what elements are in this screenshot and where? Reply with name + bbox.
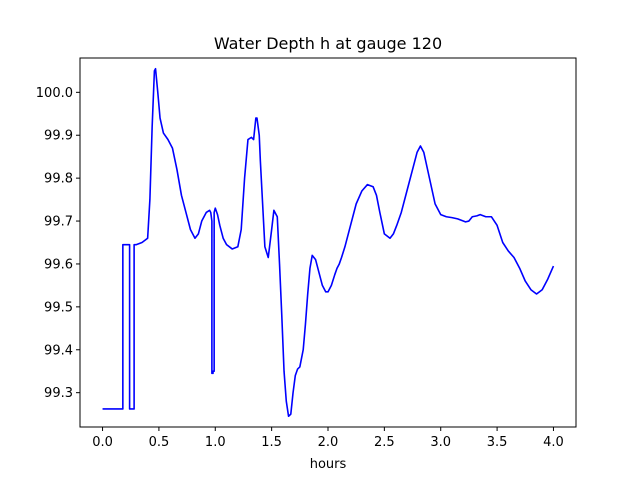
y-tick-label: 99.6 xyxy=(44,257,73,272)
x-tick-label: 1.0 xyxy=(205,435,226,450)
x-axis: 0.0 0.5 1.0 1.5 2.0 2.5 3.0 3.5 4.0 xyxy=(92,427,564,450)
x-tick-label: 3.5 xyxy=(487,435,508,450)
y-tick-label: 99.8 xyxy=(44,172,73,187)
y-tick-label: 99.4 xyxy=(44,343,73,358)
y-tick-label: 99.9 xyxy=(44,129,73,144)
y-tick-label: 99.3 xyxy=(44,386,73,401)
y-tick-label: 99.5 xyxy=(44,300,73,315)
x-tick-label: 2.5 xyxy=(374,435,395,450)
x-tick-label: 3.0 xyxy=(430,435,451,450)
y-tick-label: 99.7 xyxy=(44,215,73,230)
x-tick-label: 0.5 xyxy=(149,435,170,450)
x-tick-label: 2.0 xyxy=(318,435,339,450)
y-tick-label: 100.0 xyxy=(36,86,73,101)
x-tick-label: 0.0 xyxy=(92,435,113,450)
y-axis: 99.3 99.4 99.5 99.6 99.7 99.8 99.9 100.0 xyxy=(36,86,80,401)
x-axis-title: hours xyxy=(310,457,347,472)
chart-title: Water Depth h at gauge 120 xyxy=(214,34,442,53)
x-tick-label: 4.0 xyxy=(543,435,564,450)
x-tick-label: 1.5 xyxy=(261,435,282,450)
water-depth-series-line xyxy=(102,67,555,418)
plot-area xyxy=(102,67,555,418)
